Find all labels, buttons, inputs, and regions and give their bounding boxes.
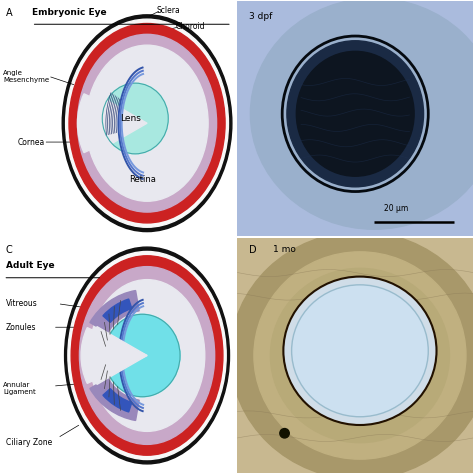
Ellipse shape [284, 278, 435, 424]
Ellipse shape [71, 256, 223, 455]
Ellipse shape [254, 252, 466, 459]
Ellipse shape [89, 280, 205, 431]
Text: Retina: Retina [129, 175, 156, 184]
Wedge shape [81, 328, 147, 383]
Text: 20 μm: 20 μm [383, 204, 408, 213]
Ellipse shape [64, 247, 229, 464]
Ellipse shape [296, 51, 414, 176]
Text: Annular
Ligament: Annular Ligament [3, 382, 36, 395]
Ellipse shape [287, 41, 424, 187]
Ellipse shape [65, 19, 228, 227]
Text: Cornea: Cornea [18, 137, 45, 146]
Wedge shape [103, 299, 132, 322]
Ellipse shape [80, 267, 215, 444]
Ellipse shape [230, 232, 474, 474]
Ellipse shape [250, 0, 474, 229]
Text: Choroid: Choroid [175, 22, 205, 31]
Ellipse shape [69, 24, 225, 223]
Text: Angle
Mesenchyme: Angle Mesenchyme [3, 70, 49, 82]
Wedge shape [103, 389, 132, 412]
Text: Zonules: Zonules [6, 323, 36, 332]
Ellipse shape [86, 45, 208, 201]
Wedge shape [77, 94, 147, 153]
Text: Ciliary Zone: Ciliary Zone [6, 438, 52, 447]
Text: Lens: Lens [120, 114, 141, 123]
Wedge shape [90, 378, 139, 420]
Text: A: A [6, 8, 12, 18]
Text: Embryonic Eye: Embryonic Eye [32, 8, 106, 17]
Ellipse shape [102, 83, 168, 154]
Text: D: D [249, 245, 257, 255]
Text: 3 dpf: 3 dpf [249, 12, 273, 21]
Wedge shape [86, 93, 147, 154]
Ellipse shape [292, 285, 428, 417]
Wedge shape [89, 327, 147, 384]
Ellipse shape [280, 428, 289, 438]
Text: Sclera: Sclera [156, 6, 180, 15]
Wedge shape [90, 291, 139, 333]
Ellipse shape [62, 15, 232, 232]
Ellipse shape [77, 34, 217, 212]
Ellipse shape [105, 314, 180, 397]
Ellipse shape [270, 268, 449, 443]
Text: Vitreous: Vitreous [6, 299, 37, 308]
Ellipse shape [68, 251, 226, 460]
Text: Adult Eye: Adult Eye [6, 261, 55, 270]
Text: 1 mo: 1 mo [273, 245, 296, 254]
Text: C: C [6, 245, 12, 255]
